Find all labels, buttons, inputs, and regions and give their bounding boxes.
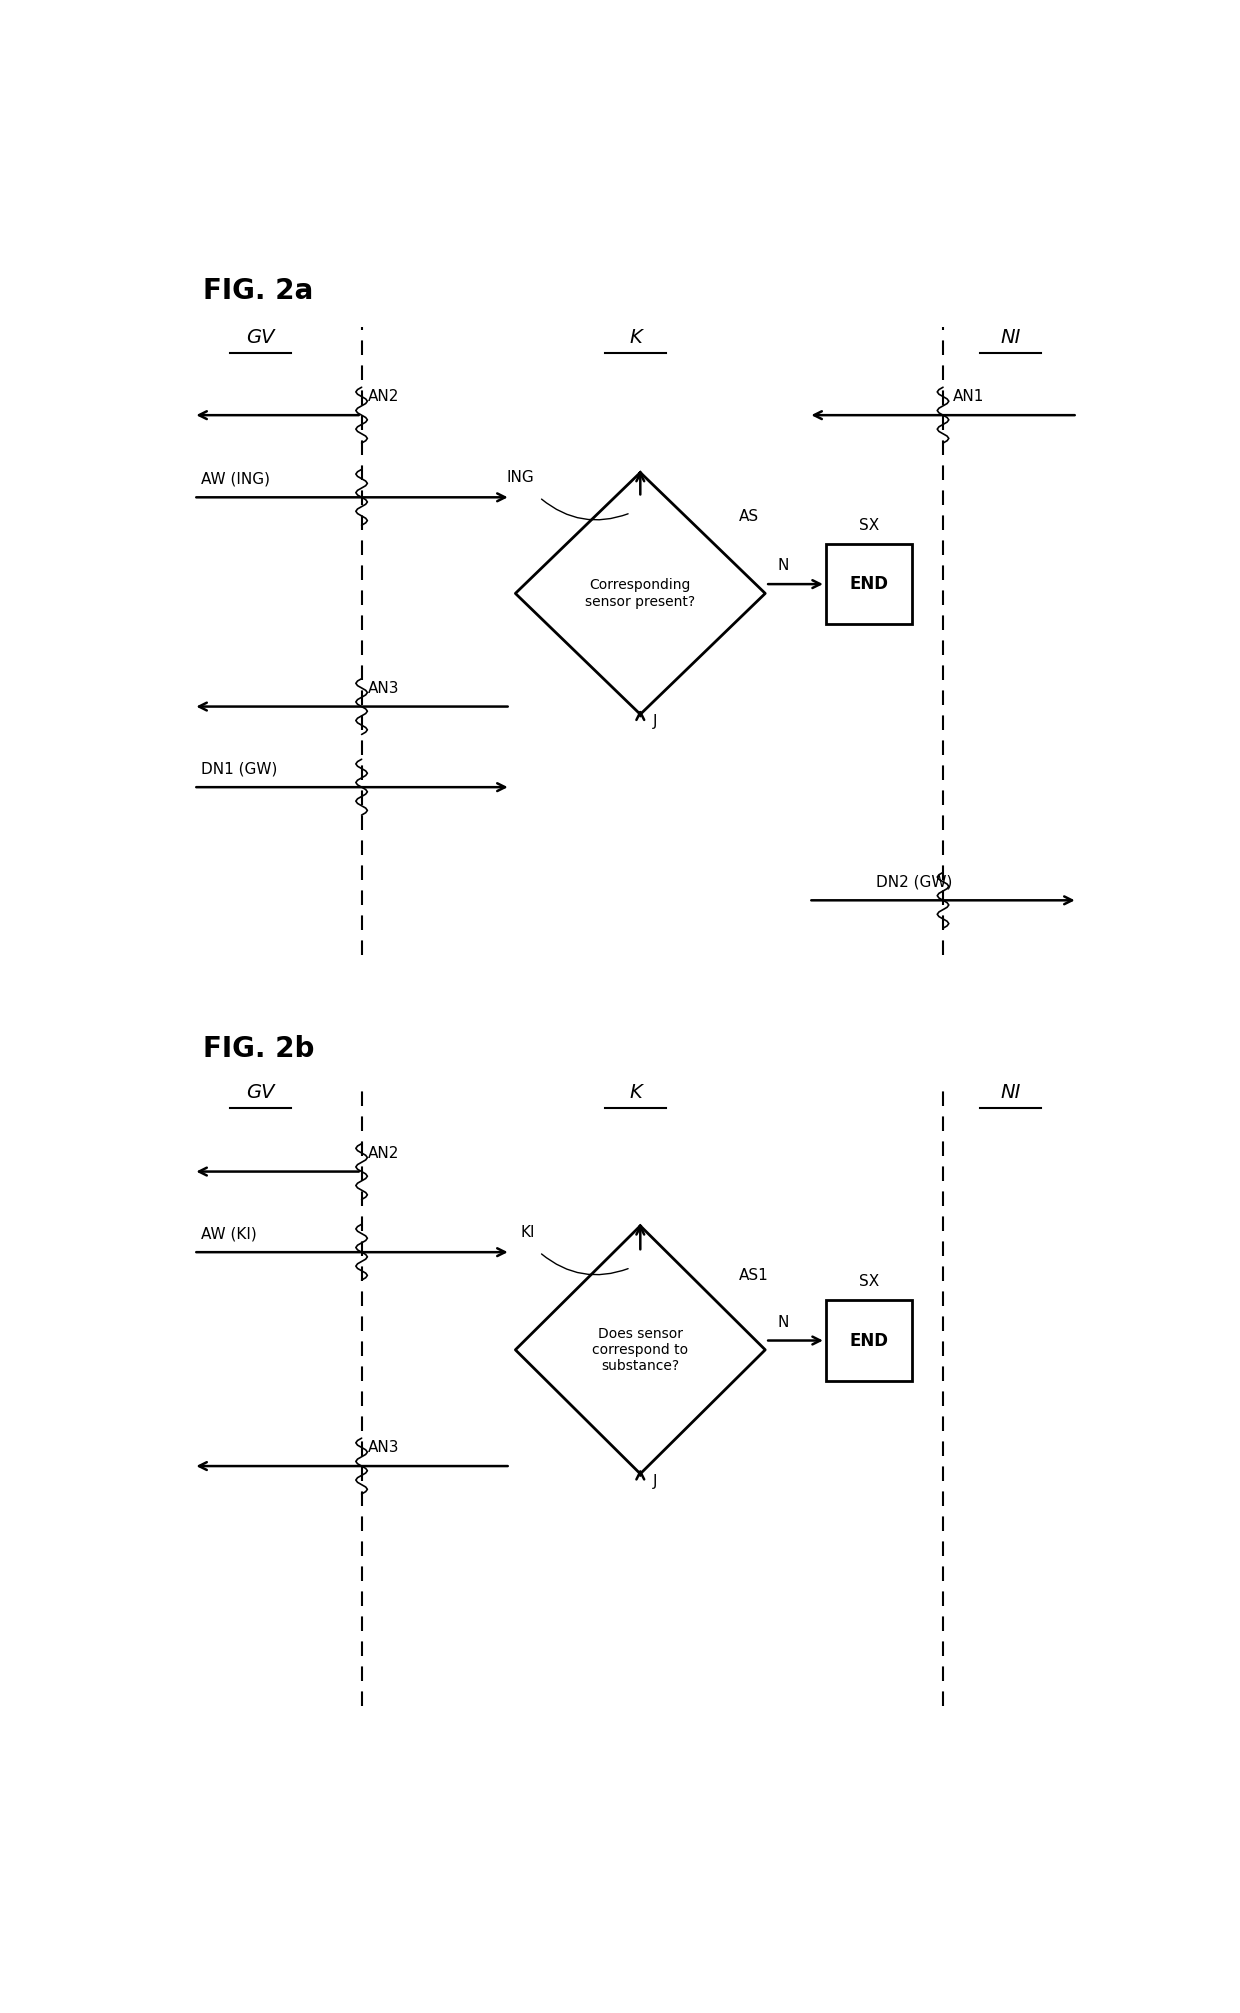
FancyBboxPatch shape [826, 1300, 913, 1381]
Text: END: END [849, 1331, 889, 1349]
Text: N: N [777, 558, 789, 574]
Text: END: END [849, 576, 889, 594]
Text: J: J [652, 1474, 657, 1490]
Text: GV: GV [247, 328, 275, 346]
Text: DN1 (GW): DN1 (GW) [201, 761, 278, 777]
Text: NI: NI [1001, 1083, 1021, 1101]
Text: KI: KI [520, 1224, 534, 1240]
Text: GV: GV [247, 1083, 275, 1101]
Text: NI: NI [1001, 328, 1021, 346]
FancyBboxPatch shape [826, 544, 913, 624]
Text: AN3: AN3 [368, 680, 399, 696]
Text: ING: ING [507, 469, 534, 485]
Text: K: K [629, 328, 642, 346]
Text: AS: AS [739, 509, 759, 523]
Text: AS1: AS1 [739, 1268, 769, 1282]
Text: SX: SX [859, 517, 879, 533]
Text: Corresponding
sensor present?: Corresponding sensor present? [585, 578, 696, 608]
Text: AW (ING): AW (ING) [201, 471, 270, 487]
Text: DN2 (GW): DN2 (GW) [875, 874, 952, 890]
Text: N: N [777, 1314, 789, 1331]
Text: K: K [629, 1083, 642, 1101]
Text: AN2: AN2 [368, 1145, 399, 1162]
Text: Does sensor
correspond to
substance?: Does sensor correspond to substance? [593, 1327, 688, 1373]
Text: AW (KI): AW (KI) [201, 1226, 257, 1242]
Text: J: J [652, 715, 657, 729]
Text: AN1: AN1 [952, 389, 985, 405]
Text: FIG. 2b: FIG. 2b [203, 1035, 315, 1063]
Text: AN2: AN2 [368, 389, 399, 405]
Text: FIG. 2a: FIG. 2a [203, 278, 314, 306]
Text: SX: SX [859, 1274, 879, 1290]
Text: AN3: AN3 [368, 1439, 399, 1455]
